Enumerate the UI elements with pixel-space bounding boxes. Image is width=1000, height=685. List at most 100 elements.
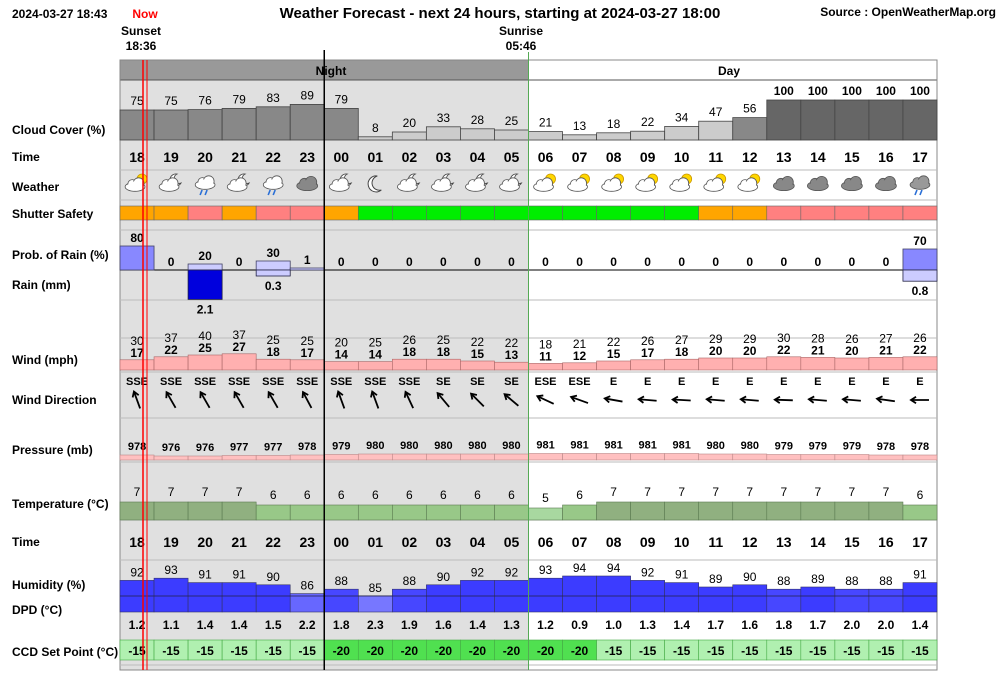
- wind-speed-value: 21: [811, 343, 825, 357]
- cloud-value: 8: [372, 121, 379, 135]
- prob-rain-value: 0: [780, 255, 787, 269]
- overlay-layer: [142, 50, 529, 670]
- prob-rain-value: 20: [198, 249, 212, 263]
- prob-rain-value: 80: [130, 231, 144, 245]
- wind-bar: [664, 358, 700, 371]
- dpd-value: 1.2: [537, 618, 554, 632]
- prob-rain-bar: [119, 245, 155, 271]
- wind-direction-label: SE: [504, 376, 519, 388]
- shutter-cell-red: [766, 205, 802, 221]
- prob-rain-value: 70: [913, 234, 927, 248]
- temperature-bar: [460, 504, 495, 521]
- dpd-value: 1.4: [912, 618, 929, 632]
- time-label: 13: [776, 534, 792, 550]
- label-wind-direction: Wind Direction: [12, 393, 97, 407]
- time-label: 02: [402, 534, 418, 550]
- pressure-value: 981: [638, 440, 656, 452]
- prob-rain-value: 0: [815, 255, 822, 269]
- humidity-bar: [868, 588, 904, 613]
- shutter-cell-red: [289, 205, 325, 221]
- dpd-value: 1.0: [605, 618, 622, 632]
- humidity-bar: [664, 582, 700, 613]
- wind-direction-label: ESE: [535, 376, 557, 388]
- prob-rain-value: 0: [508, 255, 515, 269]
- temperature-value: 6: [406, 488, 413, 502]
- wind-arrow-icon: [469, 392, 485, 408]
- shutter-cell-red: [187, 205, 223, 221]
- pressure-value: 978: [911, 441, 929, 453]
- time-label: 12: [742, 534, 758, 550]
- humidity-value: 91: [675, 568, 689, 582]
- pressure-value: 978: [877, 441, 895, 453]
- time-label: 03: [436, 534, 452, 550]
- humidity-bar: [766, 588, 802, 613]
- time-label: 04: [470, 149, 486, 165]
- time-label: 11: [708, 534, 723, 550]
- humidity-bar: [902, 582, 938, 613]
- ccd-value: -15: [230, 644, 248, 658]
- wind-arrow-icon: [705, 395, 725, 404]
- shutter-cell-orange: [732, 205, 768, 221]
- wind-gust-value: 25: [301, 334, 315, 348]
- cloud-bar: [391, 131, 427, 141]
- shutter-cell-red: [868, 205, 904, 221]
- temperature-bar: [800, 501, 836, 521]
- ccd-cell: [902, 639, 938, 661]
- row-labels: Cloud Cover (%) Time Weather Shutter Saf…: [12, 123, 118, 659]
- wind-bar: [868, 357, 904, 371]
- time-label: 17: [912, 149, 928, 165]
- prob-rain-value: 0: [883, 255, 890, 269]
- cloud-bar: [664, 126, 700, 141]
- ccd-value: -20: [435, 644, 453, 658]
- label-wind: Wind (mph): [12, 353, 78, 367]
- cloud-value: 28: [471, 113, 485, 127]
- ccd-value: -15: [707, 644, 725, 658]
- ccd-value: -15: [911, 644, 929, 658]
- prob-rain-value: 0: [474, 255, 481, 269]
- humidity-bar: [426, 584, 461, 613]
- cloud-value: 25: [505, 114, 519, 128]
- sunset-time: 18:36: [126, 39, 157, 53]
- temperature-bar: [187, 501, 223, 521]
- temperature-value: 6: [474, 488, 481, 502]
- time-label: 16: [878, 149, 894, 165]
- dpd-value: 1.6: [741, 618, 758, 632]
- pressure-value: 981: [536, 440, 554, 452]
- partly-cloudy-sun-icon: [737, 173, 761, 192]
- time-label: 21: [231, 149, 247, 165]
- wind-speed-value: 15: [471, 347, 485, 361]
- wind-speed-value: 18: [437, 345, 451, 359]
- wind-gust-value: 26: [403, 333, 417, 347]
- partly-cloudy-sun-icon: [669, 173, 693, 192]
- pressure-bar: [323, 454, 359, 461]
- wind-arrow-icon: [199, 390, 211, 409]
- time-label: 18: [129, 534, 145, 550]
- cloud-value: 79: [335, 92, 349, 106]
- wind-arrow-icon: [403, 390, 414, 409]
- ccd-value: -15: [639, 644, 657, 658]
- temperature-value: 7: [236, 485, 243, 499]
- cloud-bar: [766, 99, 802, 141]
- light-rain-icon: [194, 175, 216, 196]
- temperature-bar: [766, 501, 802, 521]
- time-label: 06: [538, 149, 554, 165]
- wind-direction-label: SSE: [126, 376, 148, 388]
- time-label: 20: [197, 149, 213, 165]
- time-label: 07: [572, 534, 588, 550]
- label-shutter-safety: Shutter Safety: [12, 207, 94, 221]
- ccd-value: -15: [299, 644, 317, 658]
- pressure-bar: [834, 454, 870, 461]
- wind-direction-label: E: [848, 376, 855, 388]
- shutter-cell-green: [460, 205, 495, 221]
- time-label: 22: [265, 534, 281, 550]
- prob-rain-value: 0: [236, 255, 243, 269]
- humidity-value: 94: [607, 561, 621, 575]
- wind-speed-value: 11: [539, 349, 552, 363]
- pressure-bar: [868, 454, 904, 461]
- dpd-value: 1.8: [775, 618, 792, 632]
- wind-bar: [630, 359, 665, 371]
- temperature-value: 7: [780, 485, 787, 499]
- humidity-value: 92: [505, 565, 519, 579]
- cloud-value: 100: [774, 84, 794, 98]
- wind-arrow-icon: [773, 395, 793, 404]
